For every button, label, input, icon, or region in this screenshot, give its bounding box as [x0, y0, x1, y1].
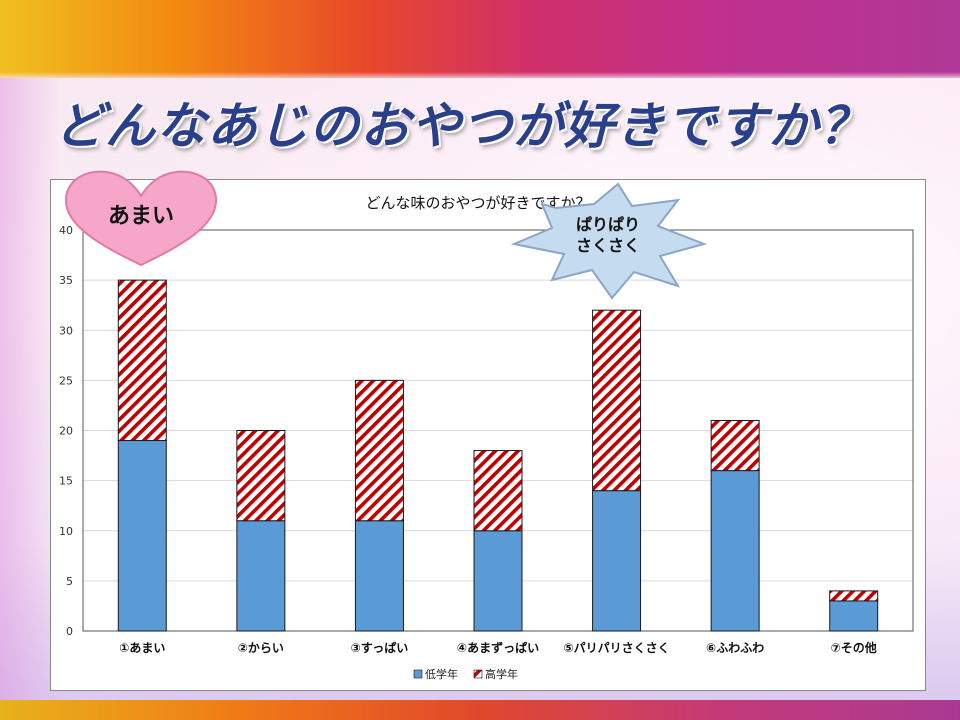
- legend-swatch-low-grade: [413, 669, 423, 679]
- top-decorative-band: [0, 0, 960, 78]
- bar-low-grade: [710, 470, 760, 632]
- x-tick-label: ①あまい: [119, 641, 165, 655]
- x-tick-label: ⑦その他: [831, 640, 877, 655]
- heart-callout-label: あまい: [107, 204, 174, 229]
- bar-high-grade: [829, 590, 879, 602]
- y-tick-label: 0: [66, 625, 73, 638]
- legend-label-low-grade: 低学年: [425, 667, 458, 681]
- bar-high-grade: [710, 419, 760, 472]
- bar-high-grade: [473, 450, 523, 532]
- x-tick-label: ⑤パリパリさくさく: [563, 641, 669, 655]
- bar-low-grade: [354, 520, 404, 632]
- y-tick-label: 40: [59, 224, 73, 237]
- y-tick-label: 5: [66, 575, 73, 588]
- burst-callout-shape: [510, 182, 708, 300]
- y-tick-label: 20: [59, 425, 73, 438]
- y-tick-label: 30: [59, 324, 73, 337]
- legend-label-high-grade: 高学年: [485, 667, 518, 681]
- bar-high-grade: [592, 309, 642, 492]
- slide-title: どんなあじのおやつが好きですか？: [54, 97, 870, 155]
- burst-callout-line1: ぱりぱり: [575, 215, 640, 234]
- bar-high-grade: [236, 430, 286, 522]
- bar-high-grade: [117, 279, 167, 442]
- y-tick-label: 35: [59, 274, 73, 287]
- x-tick-label: ④あまずっぱい: [457, 640, 539, 655]
- chart-title: どんな味のおやつが好きですか？: [365, 194, 590, 212]
- bar-chart: どんな味のおやつが好きですか？ 0 5 10 15 20 25 30 35 40 ①あまい ②からい ③…: [59, 194, 914, 681]
- x-tick-label: ③すっぱい: [351, 640, 409, 655]
- y-tick-label: 25: [59, 374, 73, 387]
- bar-low-grade: [473, 530, 523, 632]
- chart-area: どんな味のおやつが好きですか？ 0 5 10 15 20 25 30 35 40 ①あまい ②からい ③…: [50, 179, 926, 691]
- bar-low-grade: [592, 490, 642, 632]
- y-tick-label: 10: [59, 525, 73, 538]
- x-tick-label: ②からい: [238, 641, 284, 655]
- bar-low-grade: [117, 440, 167, 632]
- bar-high-grade: [354, 379, 404, 522]
- x-tick-label: ⑥ふわふわ: [706, 641, 764, 655]
- bar-low-grade: [236, 520, 286, 632]
- heart-callout-shape: [64, 170, 218, 267]
- y-tick-label: 15: [59, 475, 73, 488]
- legend-swatch-high-grade: [473, 669, 483, 679]
- burst-callout-label: ぱりぱり さくさく: [548, 214, 668, 256]
- bottom-decorative-band: [0, 700, 960, 720]
- bar-low-grade: [829, 600, 879, 632]
- burst-callout-line2: さくさく: [575, 236, 640, 255]
